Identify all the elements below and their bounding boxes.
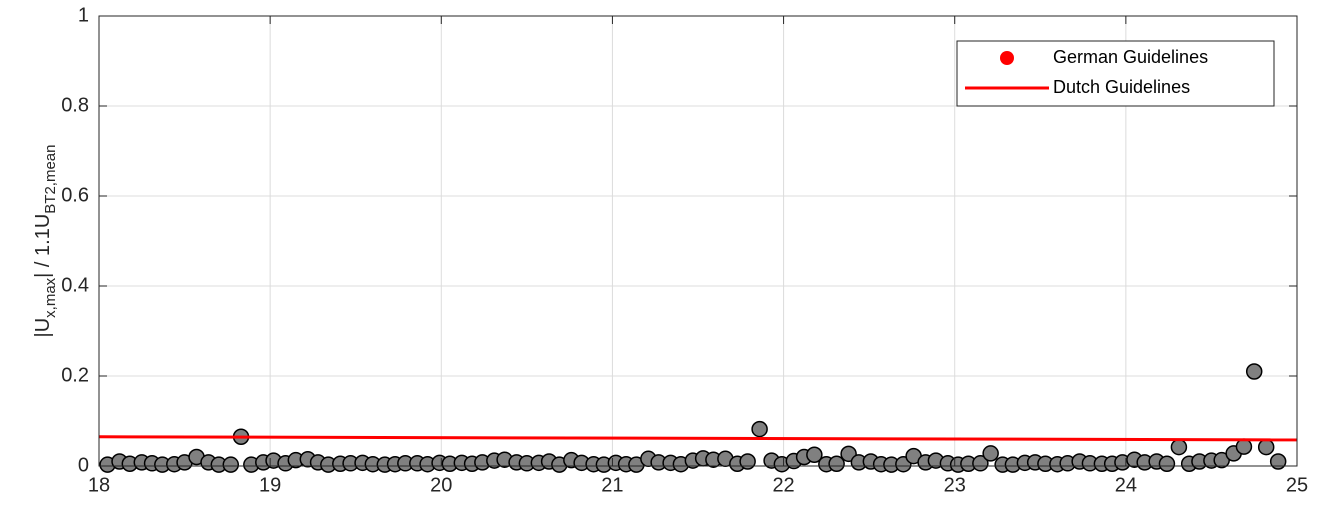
scatter-point [972, 455, 989, 472]
legend-marker [1000, 51, 1014, 65]
scatter-point [982, 445, 999, 462]
y-tick-label: 1 [78, 4, 89, 26]
y-tick-label: 0 [78, 454, 89, 476]
y-label-subscript: x,max [42, 277, 59, 318]
y-tick-label: 0.8 [61, 94, 89, 116]
scatter-point [1245, 363, 1263, 380]
x-tick-label: 19 [259, 474, 281, 496]
line-series [98, 435, 1298, 442]
x-tick-label: 21 [601, 474, 623, 496]
scatter-point [1235, 438, 1253, 455]
ticks: 18 19 20 21 22 23 24 25 0 0.2 0.4 0.6 0.8 1 [61, 4, 1308, 496]
x-tick-label: 22 [772, 474, 794, 496]
x-tick-label: 20 [430, 474, 452, 496]
scatter-point [828, 455, 845, 472]
scatter-point [1170, 438, 1188, 456]
y-tick-label: 0.6 [61, 184, 89, 206]
scatter-point [751, 420, 768, 438]
y-tick-label: 0.4 [61, 274, 89, 296]
scatter-point [1158, 455, 1176, 472]
y-label-subscript: BT2,mean [42, 145, 59, 214]
scatter-point [739, 453, 756, 470]
plot-marks [98, 363, 1298, 473]
y-label-text: |U [32, 318, 54, 338]
x-tick-label: 18 [88, 474, 110, 496]
y-label-text: | / 1.1U [32, 214, 54, 278]
scatter-point [1257, 438, 1275, 456]
scatter-point [806, 446, 823, 463]
legend-label: German Guidelines [1053, 47, 1208, 67]
legend: German Guidelines Dutch Guidelines [956, 40, 1275, 107]
x-tick-label: 23 [944, 474, 966, 496]
scatter-point [222, 456, 240, 473]
axes-box [98, 15, 1298, 467]
x-tick-label: 24 [1115, 474, 1137, 496]
legend-label: Dutch Guidelines [1053, 77, 1190, 97]
y-tick-label: 0.2 [61, 364, 89, 386]
y-axis-label: |Ux,max| / 1.1UBT2,mean [32, 145, 59, 338]
x-tick-label: 25 [1286, 474, 1308, 496]
scatter-point [1269, 453, 1287, 470]
